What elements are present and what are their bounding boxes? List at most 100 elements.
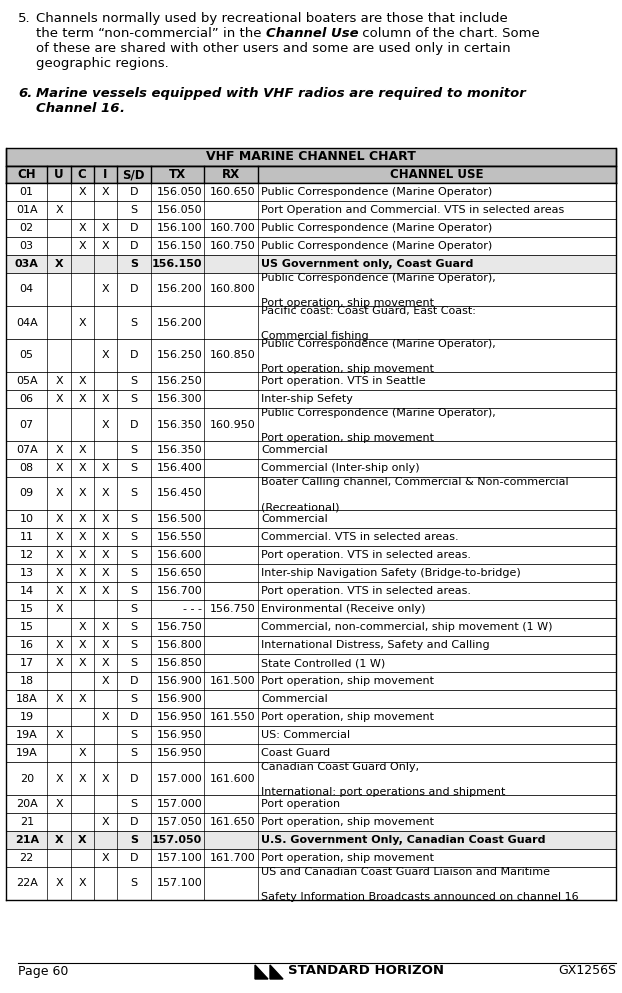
Text: 13: 13 — [20, 568, 34, 578]
Text: X: X — [55, 205, 63, 215]
Text: 156.600: 156.600 — [157, 550, 202, 560]
Bar — [6, 237, 616, 255]
Text: 20A: 20A — [16, 799, 37, 809]
Bar — [6, 183, 616, 201]
Text: Inter-ship Navigation Safety (Bridge-to-bridge): Inter-ship Navigation Safety (Bridge-to-… — [261, 568, 521, 578]
Text: 04: 04 — [20, 285, 34, 295]
Text: 156.450: 156.450 — [157, 489, 202, 498]
Text: 156.250: 156.250 — [157, 376, 202, 386]
Text: 157.000: 157.000 — [157, 799, 202, 809]
Text: Coast Guard: Coast Guard — [261, 748, 330, 758]
Text: 156.950: 156.950 — [157, 712, 202, 722]
Text: Page 60: Page 60 — [18, 964, 68, 977]
Text: 156.200: 156.200 — [157, 285, 202, 295]
Bar — [6, 813, 616, 831]
Text: S: S — [130, 586, 137, 596]
Bar — [6, 408, 616, 441]
Text: Port operation. VTS in selected areas.: Port operation. VTS in selected areas. — [261, 586, 471, 596]
Text: D: D — [129, 774, 138, 783]
Text: X: X — [55, 694, 63, 704]
Text: X: X — [55, 586, 63, 596]
Text: 156.400: 156.400 — [157, 463, 202, 473]
Text: X: X — [78, 640, 86, 650]
Text: X: X — [55, 489, 63, 498]
Text: 17: 17 — [20, 658, 34, 668]
Text: S: S — [130, 568, 137, 578]
Text: 07: 07 — [20, 419, 34, 430]
Text: 160.850: 160.850 — [210, 351, 256, 360]
Text: U: U — [54, 168, 64, 181]
Text: U.S. Government Only, Canadian Coast Guard: U.S. Government Only, Canadian Coast Gua… — [261, 835, 545, 845]
Text: 160.650: 160.650 — [210, 187, 256, 197]
Text: International: port operations and shipment: International: port operations and shipm… — [261, 787, 505, 797]
Text: 156.750: 156.750 — [210, 604, 256, 614]
Text: X: X — [55, 730, 63, 740]
Text: D: D — [129, 676, 138, 686]
Bar — [6, 831, 616, 849]
Text: S: S — [130, 694, 137, 704]
Text: X: X — [78, 318, 86, 328]
Text: S: S — [130, 640, 137, 650]
Bar — [6, 672, 616, 690]
Text: X: X — [55, 879, 63, 889]
Text: X: X — [101, 489, 109, 498]
Text: X: X — [55, 394, 63, 404]
Text: - - -: - - - — [183, 604, 202, 614]
Text: 22: 22 — [20, 853, 34, 863]
Bar — [6, 708, 616, 726]
Text: Public Correspondence (Marine Operator): Public Correspondence (Marine Operator) — [261, 187, 492, 197]
Text: 156.100: 156.100 — [157, 223, 202, 233]
Text: 156.700: 156.700 — [157, 586, 202, 596]
Text: Port operation, ship movement: Port operation, ship movement — [261, 712, 434, 722]
Text: X: X — [78, 445, 86, 455]
Text: 156.300: 156.300 — [157, 394, 202, 404]
Text: X: X — [55, 835, 63, 845]
Text: geographic regions.: geographic regions. — [36, 57, 169, 70]
Text: X: X — [78, 376, 86, 386]
Text: Public Correspondence (Marine Operator),: Public Correspondence (Marine Operator), — [261, 339, 496, 349]
Bar — [6, 201, 616, 219]
Bar — [6, 690, 616, 708]
Text: S: S — [130, 622, 137, 632]
Text: X: X — [78, 879, 86, 889]
Text: D: D — [129, 285, 138, 295]
Text: D: D — [129, 351, 138, 360]
Text: X: X — [78, 550, 86, 560]
Text: X: X — [78, 694, 86, 704]
Text: D: D — [129, 712, 138, 722]
Text: X: X — [55, 799, 63, 809]
Text: Boater Calling channel, Commercial & Non-commercial: Boater Calling channel, Commercial & Non… — [261, 477, 569, 487]
Text: Channels normally used by recreational boaters are those that include: Channels normally used by recreational b… — [36, 12, 508, 25]
Text: X: X — [101, 622, 109, 632]
Text: C: C — [78, 168, 86, 181]
Text: Port operation, ship movement: Port operation, ship movement — [261, 298, 434, 308]
Bar — [6, 636, 616, 654]
Text: X: X — [78, 489, 86, 498]
Bar — [6, 726, 616, 744]
Bar — [6, 148, 616, 166]
Text: 06: 06 — [20, 394, 34, 404]
Text: 161.550: 161.550 — [210, 712, 256, 722]
Text: 15: 15 — [20, 622, 34, 632]
Text: 156.950: 156.950 — [157, 748, 202, 758]
Text: Canadian Coast Guard Only,: Canadian Coast Guard Only, — [261, 762, 419, 772]
Bar — [6, 654, 616, 672]
Text: STANDARD HORIZON: STANDARD HORIZON — [288, 964, 444, 977]
Text: TX: TX — [169, 168, 186, 181]
Bar — [6, 849, 616, 867]
Text: 19A: 19A — [16, 748, 37, 758]
Text: 02: 02 — [20, 223, 34, 233]
Text: X: X — [78, 748, 86, 758]
Text: 156.150: 156.150 — [157, 241, 202, 251]
Text: 14: 14 — [20, 586, 34, 596]
Text: 161.650: 161.650 — [210, 817, 256, 827]
Text: 6.: 6. — [18, 87, 32, 100]
Text: 161.500: 161.500 — [210, 676, 256, 686]
Bar — [6, 273, 616, 306]
Text: X: X — [101, 463, 109, 473]
Bar — [6, 255, 616, 273]
Text: S: S — [130, 445, 137, 455]
Text: X: X — [78, 514, 86, 524]
Text: 156.800: 156.800 — [157, 640, 202, 650]
Bar — [6, 546, 616, 564]
